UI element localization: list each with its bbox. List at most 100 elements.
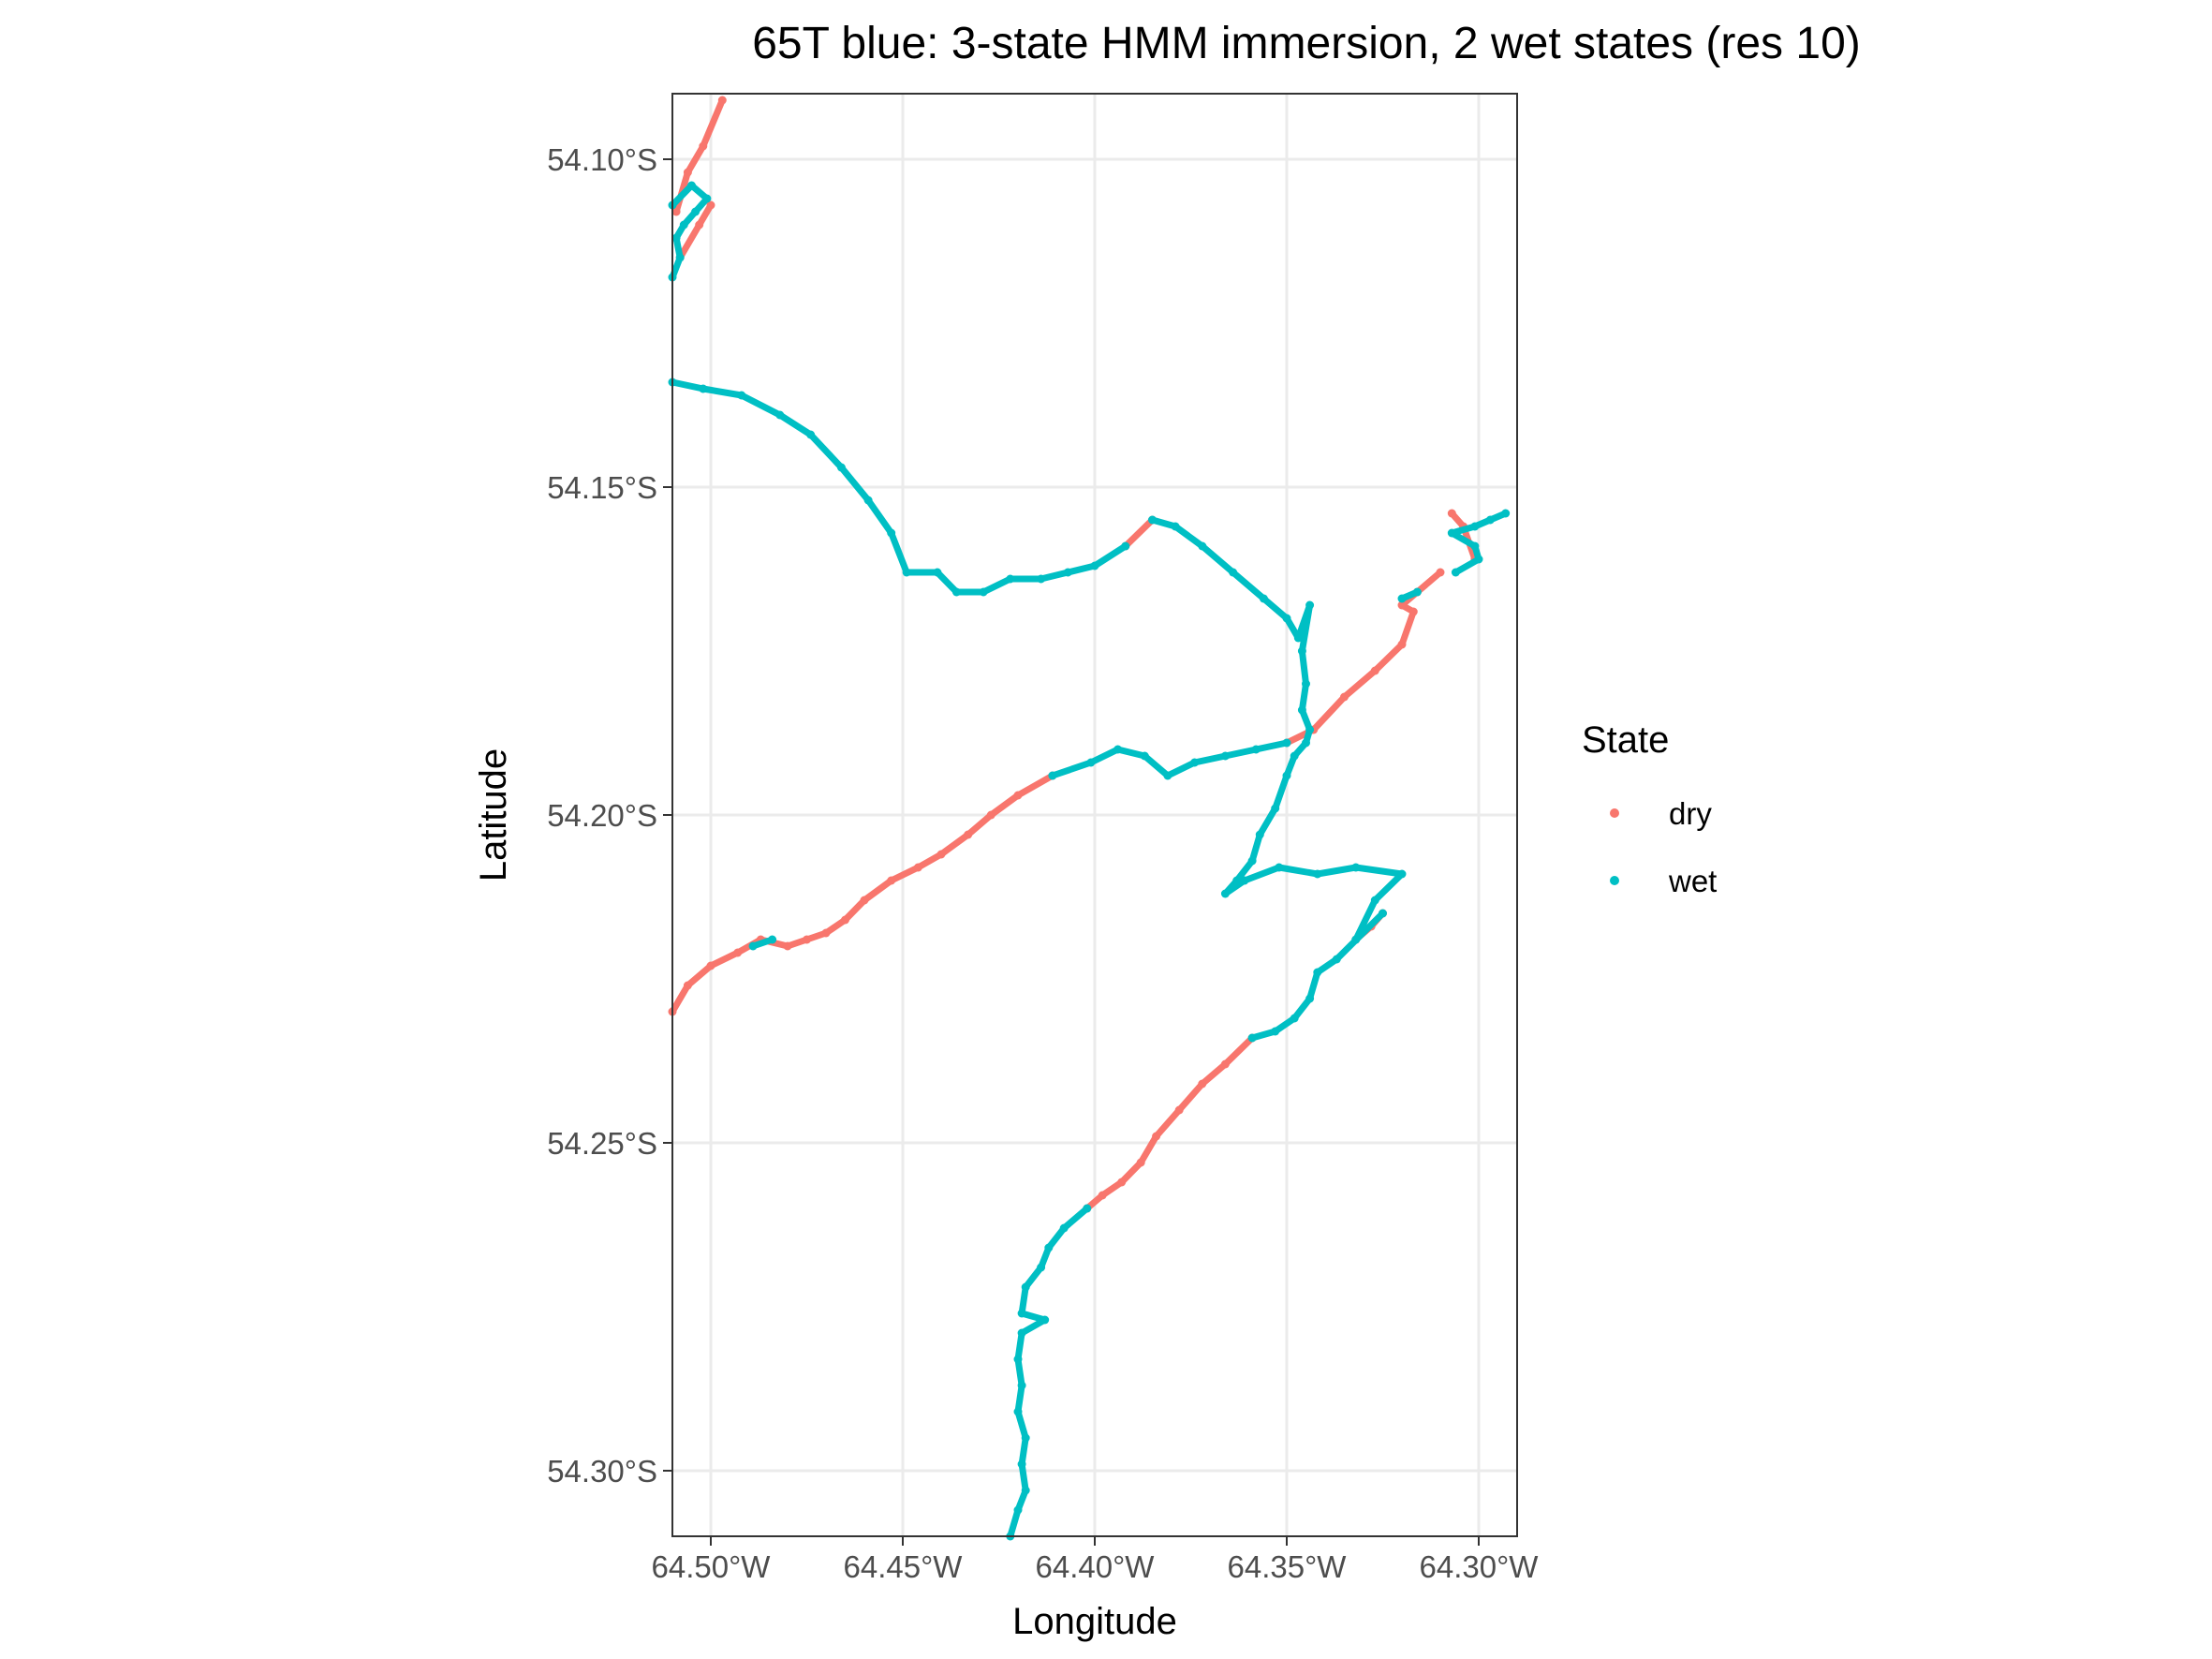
data-point-dry — [1436, 568, 1445, 577]
legend-label-wet: wet — [1668, 864, 1717, 898]
data-point-wet — [1037, 574, 1046, 584]
data-point-wet — [1397, 594, 1407, 603]
data-point-wet — [1412, 587, 1422, 597]
data-point-wet — [1017, 1328, 1026, 1338]
data-point-wet — [1297, 705, 1306, 715]
series-wet — [668, 181, 1511, 1541]
data-point-dry — [1136, 1158, 1145, 1167]
data-point-wet — [768, 935, 777, 944]
data-point-wet — [1501, 509, 1511, 518]
data-point-wet — [836, 463, 846, 472]
data-point-wet — [1048, 771, 1057, 780]
data-point-wet — [1198, 541, 1207, 551]
x-tick-label: 64.45°W — [844, 1549, 964, 1584]
data-point-wet — [675, 253, 685, 262]
data-point-dry — [936, 850, 946, 859]
data-point-dry — [706, 961, 715, 970]
data-point-wet — [1017, 1459, 1026, 1469]
data-point-wet — [1148, 515, 1157, 525]
data-point-wet — [933, 568, 942, 577]
plot-area — [668, 96, 1511, 1541]
data-point-wet — [887, 528, 896, 538]
data-point-dry — [821, 928, 831, 938]
data-point-dry — [1117, 1178, 1127, 1187]
data-point-dry — [1447, 509, 1456, 518]
data-point-wet — [1370, 896, 1379, 905]
data-point-wet — [1006, 574, 1015, 584]
data-point-dry — [964, 830, 973, 839]
legend-key-dry — [1610, 808, 1619, 818]
data-point-wet — [1229, 568, 1238, 577]
y-tick-label: 54.15°S — [547, 470, 657, 505]
x-tick-label: 64.35°W — [1228, 1549, 1348, 1584]
data-point-dry — [671, 207, 681, 216]
data-point-wet — [1470, 522, 1480, 531]
data-point-dry — [803, 935, 811, 944]
data-point-wet — [1163, 771, 1172, 780]
legend-label-dry: dry — [1669, 796, 1712, 831]
data-point-wet — [1013, 1505, 1023, 1515]
data-point-wet — [1290, 1014, 1299, 1023]
data-point-wet — [699, 384, 708, 393]
data-point-wet — [1247, 1033, 1257, 1043]
data-point-wet — [951, 587, 961, 597]
data-point-wet — [748, 941, 758, 951]
data-point-wet — [1255, 830, 1264, 839]
data-point-dry — [683, 168, 692, 177]
data-point-wet — [1290, 751, 1299, 761]
data-point-dry — [783, 941, 792, 951]
axis-ticks: 64.50°W 64.45°W 64.40°W 64.35°W 64.30°W 54.10… — [547, 142, 1539, 1584]
data-point-wet — [1251, 745, 1261, 754]
grid-lines — [672, 94, 1517, 1536]
data-point-wet — [1017, 1309, 1026, 1318]
data-point-dry — [717, 96, 727, 105]
data-point-wet — [1259, 594, 1268, 603]
data-point-wet — [1013, 1355, 1023, 1364]
track-segment-dry — [1122, 516, 1156, 550]
y-axis-title: Latitude — [473, 748, 514, 881]
data-point-wet — [671, 233, 681, 243]
data-point-wet — [1485, 515, 1495, 525]
data-point-wet — [1282, 771, 1291, 780]
data-point-wet — [775, 410, 785, 420]
data-point-wet — [979, 587, 988, 597]
data-point-dry — [1408, 607, 1418, 616]
data-point-wet — [1305, 600, 1315, 610]
data-point-wet — [902, 568, 911, 577]
data-point-dry — [733, 948, 743, 957]
data-point-wet — [1451, 568, 1460, 577]
data-point-wet — [1086, 758, 1096, 767]
data-point-dry — [1152, 1132, 1161, 1141]
legend-title: State — [1582, 719, 1669, 761]
y-tick-label: 54.25°S — [547, 1126, 657, 1161]
data-point-wet — [1083, 1204, 1092, 1213]
data-point-wet — [1247, 856, 1257, 866]
data-point-wet — [863, 496, 873, 505]
data-point-wet — [1121, 541, 1130, 551]
data-point-wet — [1302, 679, 1310, 689]
data-point-dry — [1220, 1059, 1230, 1069]
data-point-wet — [1113, 745, 1123, 754]
data-point-wet — [1275, 863, 1284, 872]
data-point-wet — [1271, 1027, 1280, 1036]
data-point-wet — [1351, 863, 1361, 872]
data-point-wet — [1220, 751, 1230, 761]
chart-title: 65T blue: 3-state HMM immersion, 2 wet s… — [752, 19, 1861, 68]
data-point-wet — [1044, 1243, 1054, 1252]
data-point-dry — [1340, 692, 1349, 702]
data-point-wet — [1059, 1223, 1069, 1233]
data-point-dry — [860, 896, 869, 905]
data-point-wet — [1379, 909, 1387, 918]
y-tick-label: 54.10°S — [547, 142, 657, 177]
data-point-wet — [1013, 1407, 1023, 1416]
data-point-wet — [1090, 561, 1099, 570]
x-axis-title: Longitude — [1012, 1601, 1177, 1642]
data-point-wet — [1297, 646, 1306, 656]
data-point-wet — [737, 391, 746, 400]
data-point-dry — [1174, 1105, 1184, 1115]
data-point-wet — [1037, 1263, 1046, 1272]
y-tick-label: 54.20°S — [547, 798, 657, 833]
data-point-wet — [1447, 528, 1456, 538]
data-point-wet — [1171, 522, 1180, 531]
